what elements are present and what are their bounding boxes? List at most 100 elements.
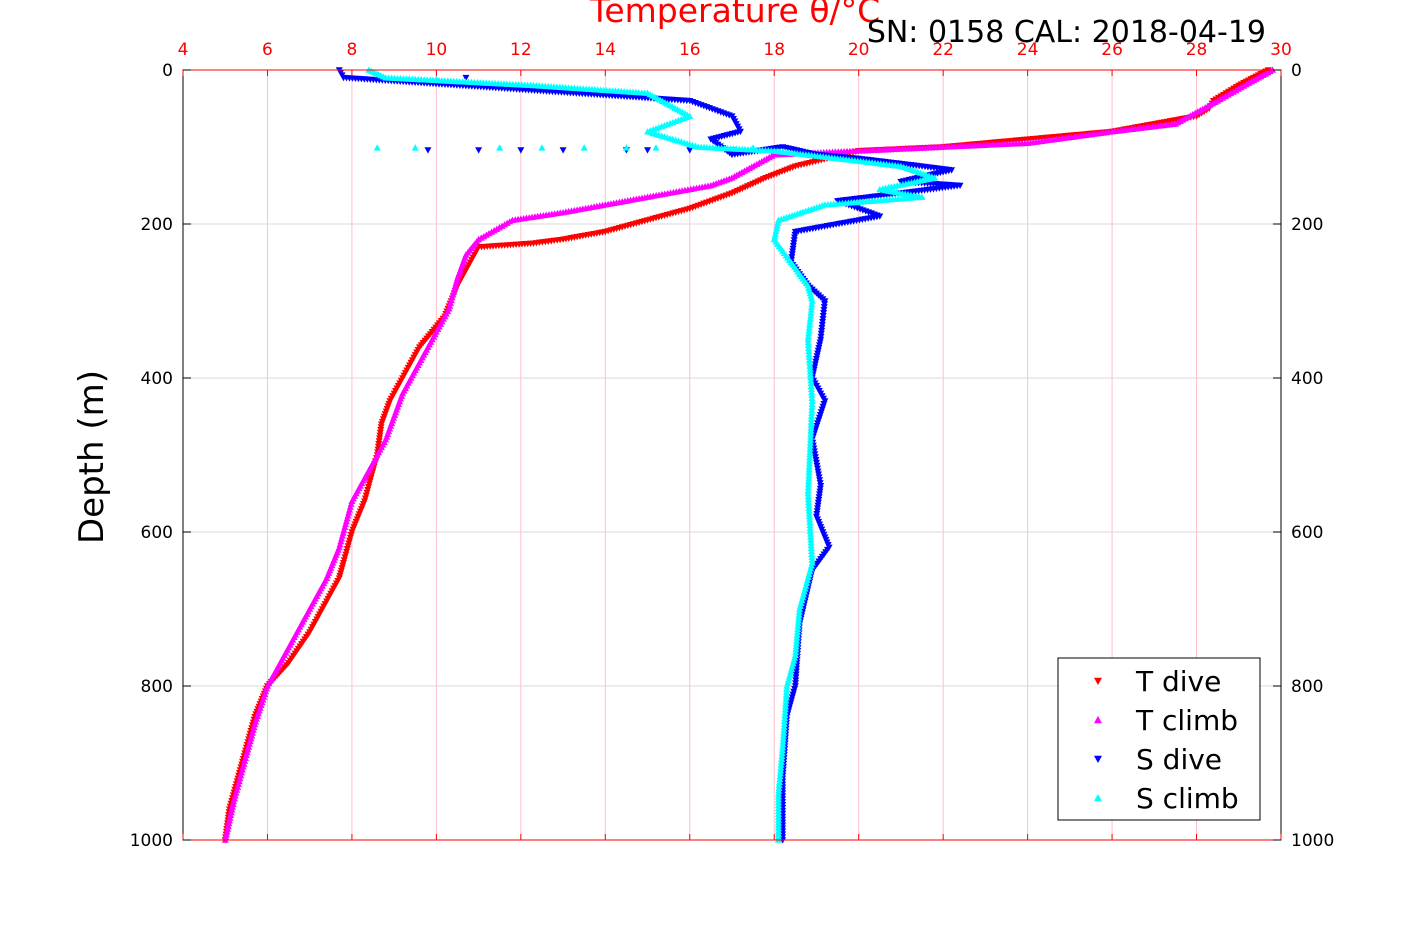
data-point <box>644 147 652 154</box>
data-point <box>806 359 814 366</box>
y-tick-label-right: 1000 <box>1291 831 1334 851</box>
data-point <box>808 556 816 563</box>
data-point <box>792 648 800 656</box>
data-point <box>779 735 787 742</box>
data-point <box>807 306 815 313</box>
data-point <box>808 550 816 557</box>
data-point <box>806 321 814 328</box>
legend-label: S climb <box>1136 782 1239 815</box>
data-point <box>777 767 785 774</box>
legend-label: T dive <box>1135 665 1221 698</box>
data-point <box>793 631 801 638</box>
data-point <box>805 353 813 360</box>
data-point <box>779 741 787 748</box>
data-point <box>806 365 814 372</box>
data-point <box>806 524 814 531</box>
y-tick-label-right: 600 <box>1291 523 1323 543</box>
data-point <box>805 350 813 357</box>
x-tick-label: 24 <box>1017 40 1039 60</box>
data-point <box>777 761 785 768</box>
data-point <box>796 605 804 612</box>
data-point <box>775 787 783 794</box>
data-point <box>792 645 800 653</box>
x-tick-label: 28 <box>1186 40 1208 60</box>
data-point <box>580 144 588 151</box>
data-point <box>224 822 232 830</box>
data-point <box>805 478 813 485</box>
data-point <box>782 697 790 704</box>
data-point <box>807 533 815 540</box>
data-point <box>804 487 812 494</box>
data-point <box>795 611 803 618</box>
data-point <box>795 608 803 615</box>
y-tick-label-left: 400 <box>141 369 173 389</box>
data-point <box>808 397 816 404</box>
data-point <box>806 521 814 529</box>
chart-subtitle: SN: 0158 CAL: 2018-04-19 <box>867 15 1266 50</box>
data-point <box>805 513 813 520</box>
legend-marker <box>1094 677 1102 685</box>
x-tick-label: 30 <box>1270 40 1292 60</box>
data-point <box>792 643 800 650</box>
x-tick-label: 20 <box>848 40 870 60</box>
data-point <box>776 772 784 780</box>
x-tick-label: 10 <box>426 40 448 60</box>
data-point <box>774 219 782 226</box>
data-point <box>805 469 813 476</box>
data-point <box>622 144 630 151</box>
data-point <box>222 831 230 838</box>
legend-marker <box>1094 794 1102 802</box>
data-point <box>775 781 783 788</box>
data-point <box>778 752 786 760</box>
data-point <box>517 147 525 154</box>
data-point <box>804 336 812 343</box>
data-point <box>807 382 815 390</box>
data-point <box>808 406 816 413</box>
data-point <box>805 324 813 331</box>
legend: T dive T climb S dive S climb <box>1057 657 1261 821</box>
data-point <box>805 475 813 482</box>
data-point <box>795 614 803 621</box>
data-point <box>805 344 813 352</box>
data-point <box>806 442 814 449</box>
data-point <box>804 495 812 503</box>
data-point <box>794 622 802 630</box>
data-point <box>806 527 814 534</box>
data-point <box>807 374 815 381</box>
chart-title: Temperature θ/°C <box>589 0 880 30</box>
data-point <box>807 415 815 422</box>
data-point <box>804 333 812 340</box>
data-point <box>432 75 440 83</box>
data-point <box>806 445 814 452</box>
data-point <box>808 553 816 560</box>
data-point <box>807 541 815 549</box>
data-point <box>781 703 789 710</box>
data-point <box>808 303 816 310</box>
data-point <box>804 492 812 500</box>
data-point <box>804 341 812 349</box>
data-point <box>781 714 789 722</box>
data-point <box>806 318 814 325</box>
data-point <box>496 144 504 151</box>
data-point <box>806 368 814 375</box>
data-point <box>807 544 815 552</box>
data-point <box>805 460 813 467</box>
data-point <box>772 227 780 234</box>
data-point <box>778 749 786 757</box>
data-point <box>794 625 802 633</box>
data-point <box>783 682 791 689</box>
y-tick-label-left: 200 <box>141 215 173 235</box>
legend-label: S dive <box>1136 743 1222 776</box>
data-point <box>793 634 801 641</box>
data-point <box>808 400 816 407</box>
y-tick-label-left: 800 <box>141 677 173 697</box>
y-tick-label-left: 1000 <box>130 831 173 851</box>
data-point <box>777 764 785 771</box>
data-point <box>805 463 813 470</box>
data-point <box>776 770 784 777</box>
data-point <box>227 809 235 816</box>
data-point <box>807 427 815 434</box>
data-point <box>222 833 230 841</box>
data-point <box>475 147 483 154</box>
